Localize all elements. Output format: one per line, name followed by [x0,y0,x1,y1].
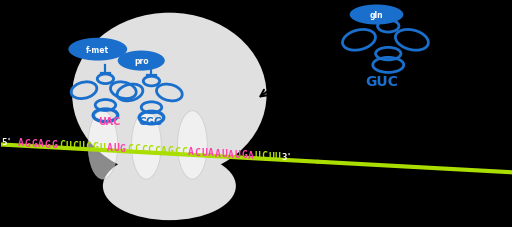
Text: A: A [106,142,113,152]
Text: C: C [262,151,267,161]
Text: U: U [113,143,119,153]
Text: G: G [93,142,99,152]
Text: U: U [268,151,274,161]
Text: C: C [154,145,160,155]
Text: C: C [134,144,140,154]
Text: U: U [66,140,72,150]
Text: G: G [51,139,57,149]
Text: pro: pro [134,57,148,66]
Text: C: C [147,145,154,155]
Ellipse shape [69,39,127,61]
Ellipse shape [118,51,165,71]
Text: G: G [167,146,174,155]
Text: 3': 3' [282,153,292,161]
Text: gln: gln [370,11,383,20]
Ellipse shape [350,5,403,25]
Text: GUC: GUC [365,75,398,89]
Text: U: U [275,151,281,161]
Text: G: G [120,143,126,153]
Text: C: C [72,141,78,151]
Text: A: A [188,147,194,157]
Text: C: C [59,140,65,150]
Text: U: U [221,148,227,158]
Text: G: G [241,150,247,160]
Text: C: C [86,141,92,151]
Text: A: A [248,150,253,160]
Text: G: G [45,139,51,149]
Text: U: U [234,149,240,159]
Text: UAC: UAC [98,116,121,126]
Text: A: A [38,139,44,149]
Ellipse shape [178,111,207,179]
Text: f-met: f-met [86,45,110,54]
Text: G: G [25,138,31,148]
Text: U: U [99,142,105,152]
Text: U: U [255,150,261,160]
Text: A: A [228,149,233,159]
Ellipse shape [88,111,118,179]
Text: C: C [181,146,187,156]
Ellipse shape [103,152,236,220]
Text: C: C [195,147,200,157]
Text: C: C [127,143,134,153]
Text: GGG: GGG [138,116,162,126]
Text: 5': 5' [2,137,12,146]
Text: A: A [161,145,167,155]
Text: A: A [18,138,24,148]
Text: A: A [208,148,214,158]
Text: G: G [31,138,37,148]
Text: U: U [79,141,85,151]
Text: U: U [201,148,207,157]
Text: A: A [215,148,220,158]
Ellipse shape [132,111,161,179]
Ellipse shape [72,14,267,177]
Text: C: C [141,144,147,154]
Text: C: C [174,146,180,156]
